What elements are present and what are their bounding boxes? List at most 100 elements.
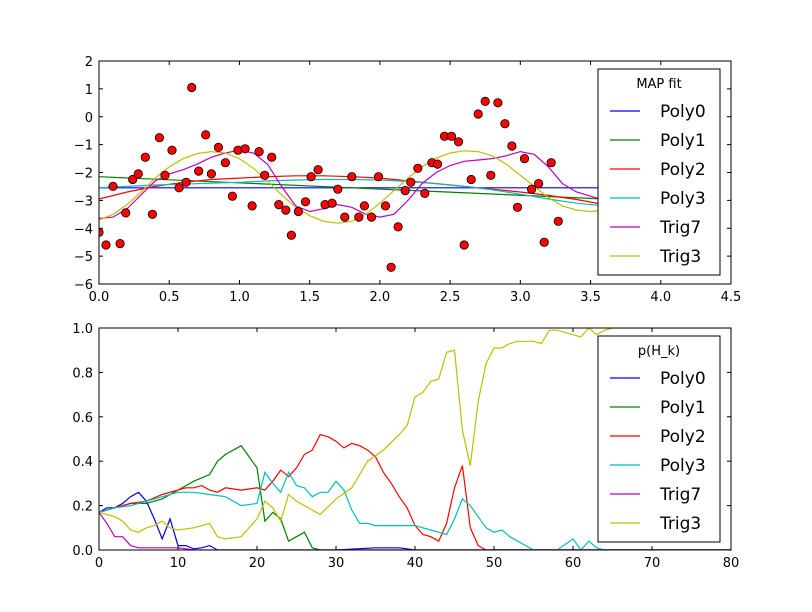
y-tick-label: 0.0 — [72, 544, 93, 559]
data-point — [380, 201, 391, 211]
data-point — [466, 174, 476, 185]
legend-label: Trig7 — [659, 485, 701, 505]
data-point — [147, 209, 157, 219]
x-tick-label: 10 — [170, 556, 187, 571]
legend-label: Poly0 — [660, 102, 706, 122]
data-point — [240, 144, 250, 154]
x-tick-label: 3.0 — [510, 290, 531, 305]
series-line-poly3 — [99, 470, 731, 550]
data-point — [220, 158, 230, 168]
data-point — [446, 131, 457, 141]
y-tick-label: −4 — [74, 222, 93, 237]
data-point — [327, 198, 337, 208]
data-point — [293, 206, 303, 217]
series-line-trig7 — [99, 149, 605, 220]
data-point — [213, 142, 223, 152]
legend-label: Poly2 — [660, 160, 706, 180]
legend-title: p(H_k) — [638, 344, 680, 359]
data-point — [306, 172, 316, 182]
legend-box — [597, 335, 721, 543]
data-point — [133, 169, 143, 179]
data-point — [480, 96, 490, 107]
x-tick-label: 4.0 — [650, 290, 671, 305]
data-point — [473, 109, 483, 119]
data-point — [115, 239, 125, 249]
y-tick-label: 2 — [85, 55, 93, 70]
x-tick-label: 4.5 — [721, 290, 742, 305]
data-point — [519, 154, 530, 164]
y-tick-label: 0.6 — [72, 411, 93, 426]
data-point — [340, 212, 350, 222]
x-tick-label: 70 — [644, 556, 661, 571]
data-point — [227, 191, 237, 201]
y-tick-label: −2 — [74, 167, 93, 182]
data-point — [260, 170, 270, 180]
legend-label: Trig3 — [659, 514, 701, 534]
data-point — [373, 172, 384, 182]
x-tick-label: 1.0 — [229, 290, 250, 305]
probability-chart: 0 10 20 30 40 50 60 70 80 0.0 0.2 0.4 0.6 0.8 1.0 p(H_k… — [72, 322, 739, 571]
data-point — [101, 240, 111, 250]
y-tick-label: 0.4 — [72, 455, 93, 470]
data-point — [201, 130, 211, 140]
y-tick-label: −6 — [74, 278, 93, 293]
data-point — [187, 82, 197, 93]
data-point — [108, 181, 118, 191]
data-point — [313, 165, 323, 175]
data-point — [526, 184, 537, 194]
legend-label: Trig7 — [659, 218, 701, 238]
data-point — [512, 202, 523, 212]
legend-label: Trig3 — [659, 247, 701, 267]
series-line-poly2 — [99, 433, 731, 550]
y-tick-label: −1 — [74, 139, 93, 154]
data-point — [493, 98, 503, 108]
x-tick-label: 2.0 — [370, 290, 391, 305]
data-point — [286, 230, 296, 240]
data-point — [486, 170, 496, 180]
legend-label: Poly1 — [660, 398, 706, 418]
series-line-trig7 — [99, 511, 731, 550]
y-tick-label: −5 — [74, 250, 93, 265]
legend-label: Poly3 — [660, 189, 706, 209]
series-line-poly0 — [99, 491, 731, 550]
x-tick-label: 3.5 — [580, 290, 601, 305]
x-tick-label: 20 — [249, 556, 266, 571]
data-point — [366, 212, 377, 222]
data-point — [553, 216, 563, 226]
x-tick-label: 40 — [407, 556, 424, 571]
series-line-trig3 — [99, 150, 605, 224]
x-tick-label: 50 — [486, 556, 503, 571]
legend-label: Poly0 — [660, 369, 706, 389]
data-point — [393, 222, 403, 232]
map-fit-chart: 0.0 0.5 1.0 1.5 2.0 2.5 3.0 3.5 4.0 4.5 −6 −5 −4 −3 −2… — [74, 55, 742, 305]
y-tick-label: 0.2 — [72, 500, 93, 515]
y-tick-label: −3 — [74, 194, 93, 209]
data-point — [539, 237, 549, 247]
x-tick-label: 1.5 — [299, 290, 320, 305]
data-point — [354, 212, 364, 222]
data-point — [453, 137, 464, 147]
data-point — [154, 133, 164, 143]
data-point — [400, 186, 410, 196]
series-line-trig3 — [99, 328, 731, 540]
y-tick-label: 1 — [85, 83, 93, 98]
plot-area — [99, 82, 605, 272]
data-point — [181, 177, 191, 187]
data-point — [206, 169, 216, 179]
y-tick-label: 0.8 — [72, 366, 93, 381]
x-tick-label: 0.0 — [89, 290, 110, 305]
y-tick-label: 1.0 — [72, 322, 93, 337]
data-point — [347, 172, 357, 182]
plot-area — [99, 328, 731, 550]
data-point — [174, 183, 184, 193]
data-point — [507, 141, 517, 151]
data-point — [359, 201, 369, 211]
y-tick-label: 0 — [85, 111, 93, 126]
legend-label: Poly1 — [660, 131, 706, 151]
legend-label: Poly2 — [660, 427, 706, 447]
series-line-poly1 — [99, 444, 731, 550]
legend: p(H_k) Poly0 Poly1 Poly2 Poly3 Trig7 Trig3 — [597, 335, 721, 543]
data-point — [267, 152, 277, 162]
data-point — [432, 159, 443, 169]
